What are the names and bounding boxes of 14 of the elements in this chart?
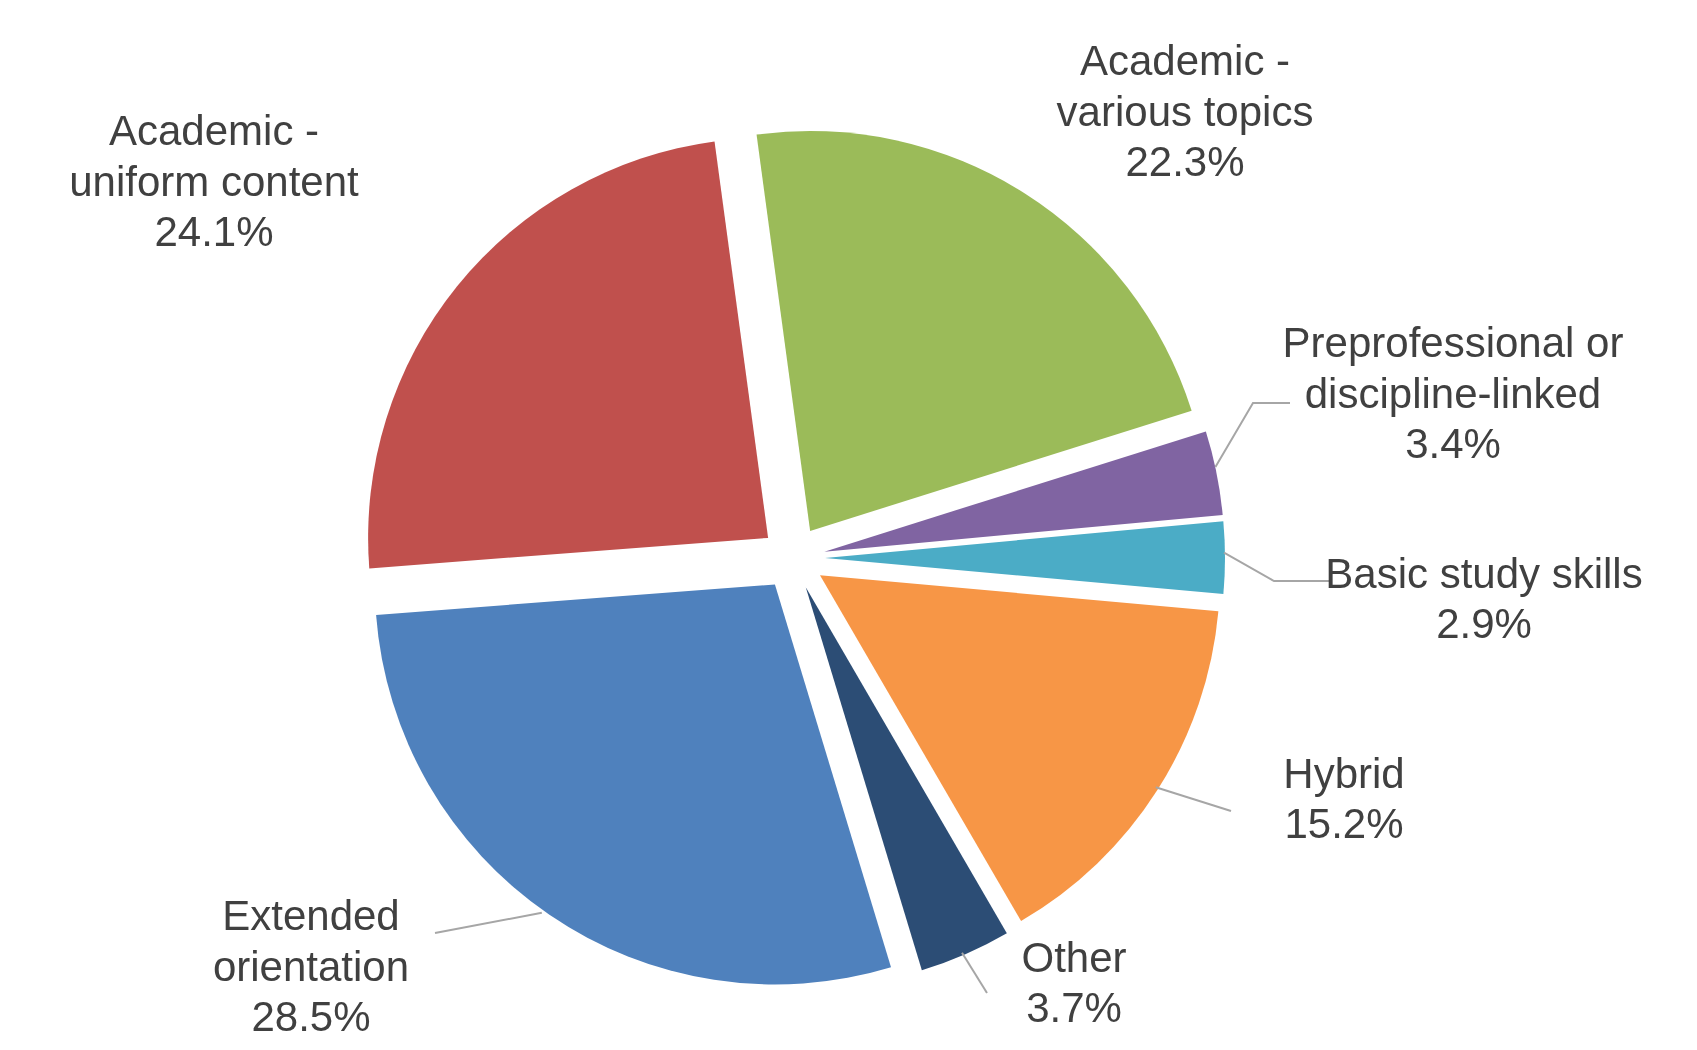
data-label: 3.7%: [1026, 983, 1122, 1031]
slice-label: Basic study skills: [1325, 549, 1643, 597]
data-label: 28.5%: [251, 993, 371, 1041]
slice-label: Extended orientation: [212, 892, 410, 990]
data-label: 2.9%: [1436, 599, 1532, 647]
slice-label: Academic - various topics: [1056, 37, 1314, 135]
slice-label: Hybrid: [1283, 749, 1405, 797]
slice-label: Other: [1021, 933, 1127, 981]
slice-label: Preprofessional or discipline-linked: [1282, 319, 1624, 417]
data-label: 15.2%: [1284, 799, 1404, 847]
slice-label: Academic - uniform content: [69, 107, 360, 205]
data-label: 22.3%: [1125, 138, 1245, 186]
data-label: 24.1%: [154, 208, 274, 256]
data-label: 3.4%: [1405, 420, 1501, 468]
